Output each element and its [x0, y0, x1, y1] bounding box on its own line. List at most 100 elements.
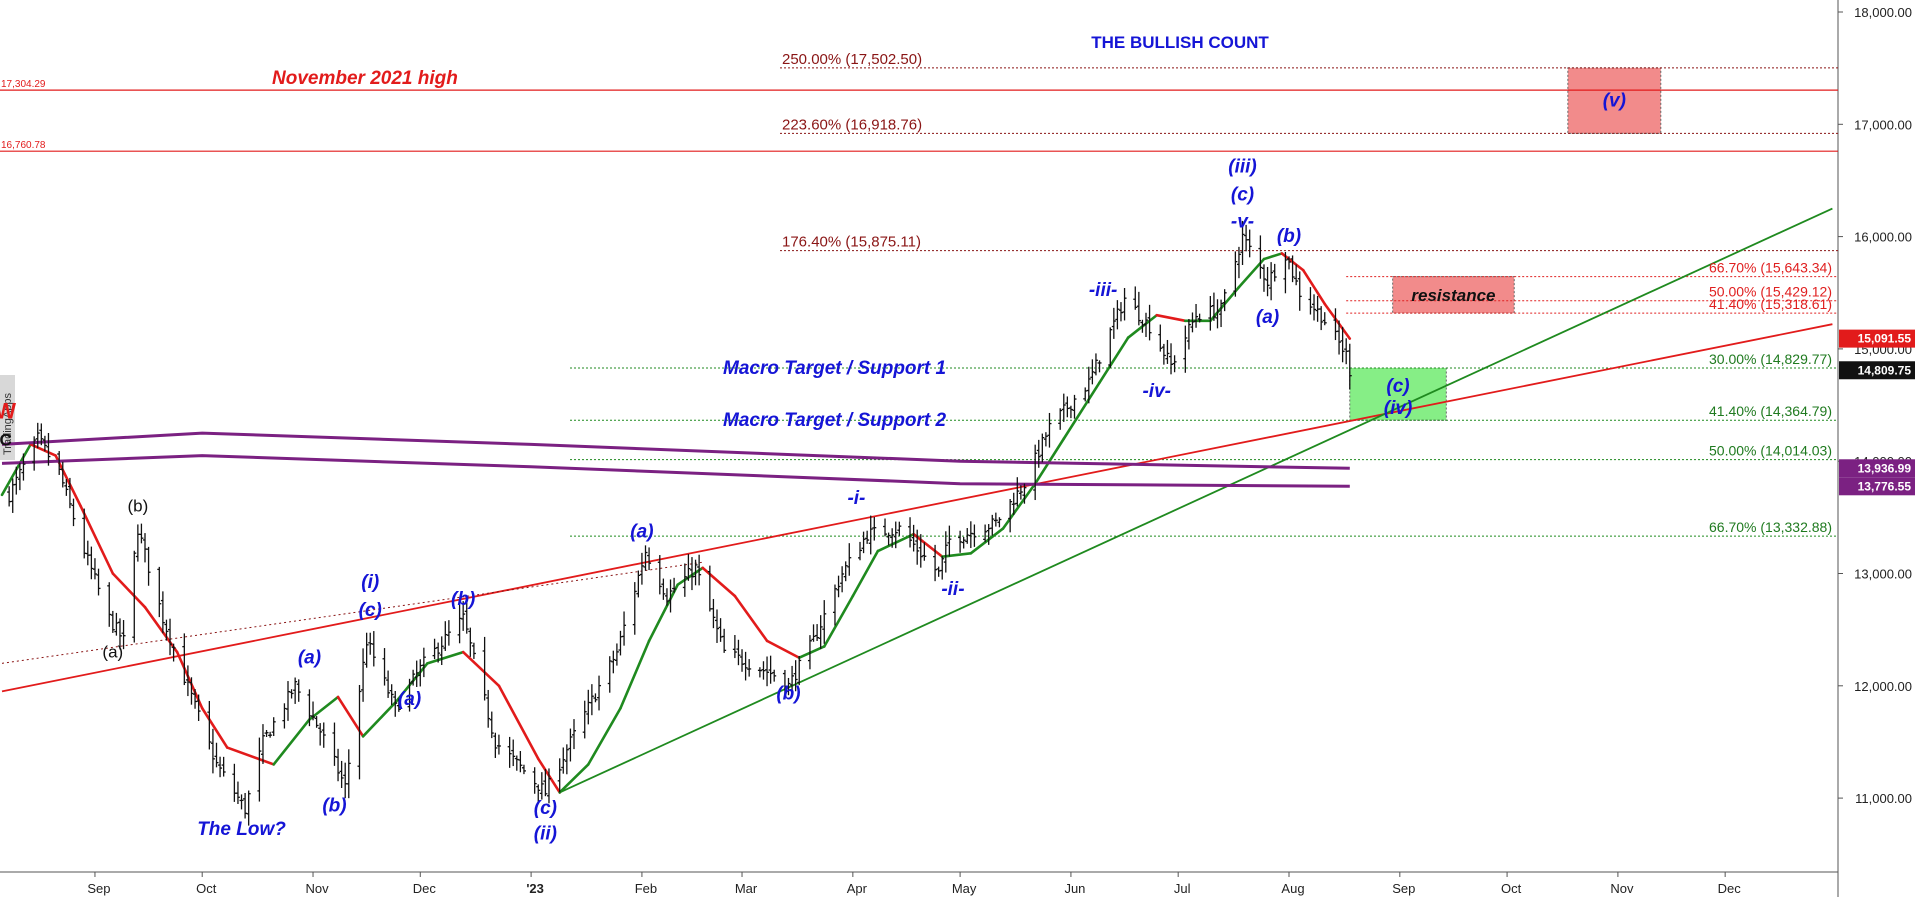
- price-bar: [318, 723, 323, 746]
- price-bar: [421, 647, 426, 678]
- price-bar: [432, 638, 437, 660]
- price-bar: [1068, 405, 1073, 419]
- price-bar: [264, 729, 269, 738]
- price-bar: [715, 609, 719, 643]
- price-bar: [1122, 288, 1127, 321]
- last-price-label: 15,091.55: [1858, 332, 1912, 346]
- price-bar: [933, 544, 938, 582]
- price-bar: [346, 749, 351, 799]
- price-bar: [1022, 483, 1027, 504]
- last-price-box: [1839, 361, 1915, 380]
- price-bar: [890, 528, 895, 548]
- wave-label: (i): [361, 572, 379, 593]
- price-bar: [311, 701, 316, 721]
- moving-average-segment: [1062, 381, 1101, 441]
- fib-label: 41.40% (15,318.61): [1709, 296, 1832, 312]
- price-bar: [832, 584, 837, 626]
- moving-average-segment: [1262, 252, 1284, 261]
- price-bar: [414, 660, 419, 687]
- price-bar: [218, 756, 223, 778]
- price-bar: [918, 534, 923, 568]
- price-bar: [382, 648, 387, 686]
- price-bar: [314, 716, 319, 728]
- price-bar: [897, 521, 902, 536]
- price-bar: [632, 582, 637, 635]
- wave-label: -iii-: [1089, 280, 1118, 301]
- moving-average-segment: [200, 706, 229, 749]
- fib-label: 176.40% (15,875.11): [782, 234, 921, 251]
- price-bar: [915, 529, 920, 565]
- price-bar: [64, 479, 69, 496]
- price-bar: [532, 767, 537, 794]
- wave-label: (c): [359, 600, 382, 621]
- moving-average-segment: [426, 650, 465, 665]
- price-bar: [1058, 408, 1063, 430]
- last-price-label: 14,809.75: [1858, 363, 1912, 377]
- moving-average-segment: [647, 583, 679, 643]
- moving-average-segment: [308, 695, 340, 721]
- price-bar: [1061, 393, 1066, 422]
- price-bar: [1197, 313, 1202, 323]
- moving-average-segment: [1302, 268, 1327, 306]
- wave-label: (c): [1231, 185, 1254, 206]
- price-bar: [96, 568, 101, 596]
- price-bar: [1312, 294, 1317, 321]
- x-tick-label: Feb: [635, 881, 657, 896]
- price-bar: [607, 656, 612, 693]
- price-bar: [1319, 306, 1324, 331]
- price-bar: [60, 461, 65, 488]
- price-bar: [14, 466, 19, 495]
- price-bar: [972, 524, 977, 547]
- price-bar: [657, 555, 662, 595]
- price-bar: [1265, 266, 1270, 297]
- price-bar: [647, 547, 652, 571]
- moving-average-segment: [461, 650, 501, 688]
- fib-label: 41.40% (14,364.79): [1709, 403, 1832, 419]
- price-bar: [1347, 343, 1352, 390]
- price-bar: [257, 737, 262, 802]
- price-bar: [1140, 319, 1145, 333]
- price-bar: [1111, 307, 1116, 339]
- price-bar: [1093, 353, 1098, 376]
- x-tick-label: Mar: [735, 881, 758, 896]
- wave-label: (c): [534, 798, 557, 819]
- price-bar: [1043, 432, 1048, 447]
- price-bar: [486, 689, 491, 728]
- price-bar: [446, 620, 451, 646]
- price-bar: [1172, 355, 1177, 373]
- wave-label: -i-: [847, 488, 865, 509]
- price-bar: [1033, 444, 1038, 501]
- price-bar: [661, 578, 666, 600]
- price-bar: [35, 422, 40, 449]
- price-bar: [572, 719, 576, 750]
- price-bar: [67, 477, 72, 509]
- moving-average-segment: [1033, 437, 1066, 485]
- price-bar: [1337, 320, 1342, 355]
- price-bar: [922, 542, 927, 561]
- price-bar: [668, 579, 673, 613]
- price-bar: [110, 610, 115, 633]
- price-bar: [496, 734, 501, 755]
- y-tick-label: 13,000.00: [1854, 567, 1912, 582]
- price-bar: [89, 546, 94, 580]
- moving-average-segment: [1155, 313, 1187, 323]
- price-bar: [614, 643, 619, 666]
- price-bar: [393, 691, 398, 717]
- moving-average-segment: [733, 594, 769, 643]
- price-bar: [296, 679, 301, 702]
- price-bar: [1290, 255, 1295, 283]
- moving-average-segment: [940, 551, 973, 558]
- last-price-box: [1839, 329, 1915, 348]
- price-bar: [1186, 319, 1191, 350]
- price-bar: [207, 700, 212, 750]
- price-bar: [836, 575, 841, 598]
- wave-label: (a): [1256, 307, 1279, 328]
- price-bar: [489, 711, 494, 739]
- trendline: [1, 323, 1833, 693]
- price-bar: [521, 764, 526, 775]
- price-bar: [693, 559, 698, 586]
- price-bar: [943, 531, 948, 573]
- price-bar: [743, 651, 748, 681]
- price-bar: [886, 532, 891, 546]
